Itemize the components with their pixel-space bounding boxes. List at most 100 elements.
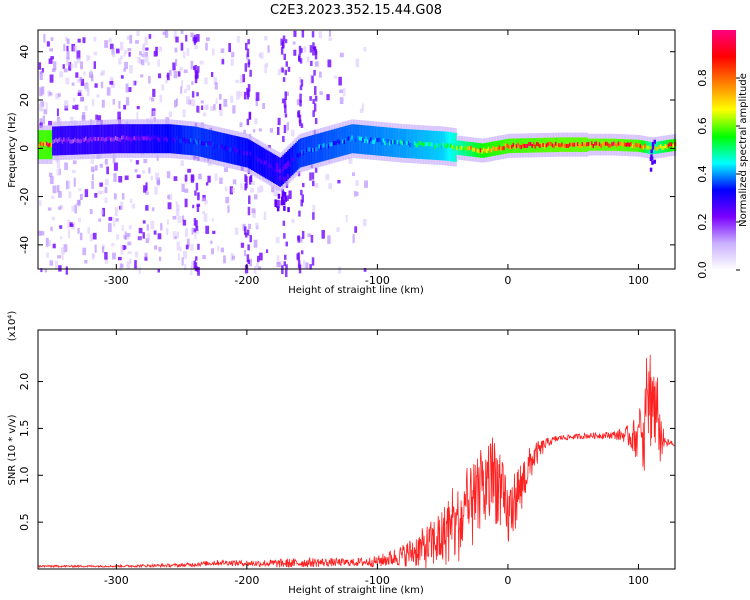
spectrogram-signal-core xyxy=(536,141,539,146)
spectrogram-noise-cell xyxy=(173,30,177,39)
spectrogram-signal-core xyxy=(545,143,548,148)
spectrogram-signal-core xyxy=(360,136,363,141)
spectrogram-noise-streak xyxy=(311,31,315,38)
spectrogram-noise-cell xyxy=(342,88,346,97)
spectrogram-noise-cell xyxy=(73,45,78,52)
spectrogram-noise-cell xyxy=(296,99,301,105)
spectrogram-y-ticks: -40 -20 0 20 40 xyxy=(18,45,675,254)
spectrogram-noise-cell xyxy=(210,106,214,112)
spectrogram-signal-core xyxy=(280,169,283,174)
colorbar: 0.0 0.2 0.4 0.6 0.8 Normalized spectral ampl… xyxy=(696,30,749,279)
spectrogram-noise-cell xyxy=(339,52,344,58)
spectrogram-noise-cell xyxy=(136,106,140,110)
spectrogram-signal-core xyxy=(334,141,337,146)
spectrogram-noise-cell xyxy=(133,80,137,86)
spectrogram-signal-core xyxy=(221,143,224,148)
spectrogram-noise-cell xyxy=(149,96,152,101)
spectrogram-signal-core xyxy=(456,146,459,151)
spectrogram-signal-core xyxy=(232,147,235,152)
spectrogram-noise-cell xyxy=(61,247,65,255)
spectrogram-signal-core xyxy=(653,145,656,150)
spectrogram-noise-streak xyxy=(311,75,314,84)
spectrogram-noise-cell xyxy=(77,92,82,96)
spectrogram-noise-cell xyxy=(164,30,169,38)
spectrogram-signal-core xyxy=(119,138,122,143)
spectrogram-noise-streak xyxy=(245,176,248,185)
spectrogram-signal-core xyxy=(233,146,236,151)
spectrogram-noise-cell xyxy=(49,260,54,266)
spectrogram-noise-cell xyxy=(354,226,358,233)
spectrogram-noise-streak xyxy=(302,183,305,188)
spectrogram-noise-cell xyxy=(356,191,359,197)
spectrogram-noise-cell xyxy=(172,231,176,240)
y-tick-label: 1.5 xyxy=(18,420,31,438)
spectrogram-noise-cell xyxy=(94,165,98,171)
spectrogram-noise-cell xyxy=(52,243,56,249)
spectrogram-signal-core xyxy=(459,146,462,151)
spectrogram-noise-cell xyxy=(259,252,263,261)
spectrogram-signal-core xyxy=(382,138,385,143)
spectrogram-signal xyxy=(38,119,677,213)
spectrogram-signal-core xyxy=(431,142,434,147)
spectrogram-signal-core xyxy=(448,143,451,148)
spectrogram-signal-core xyxy=(86,139,89,144)
spectrogram-signal-core xyxy=(277,169,280,173)
spectrogram-noise-cell xyxy=(181,257,184,266)
spectrogram-x-label: Height of straight line (km) xyxy=(288,285,424,296)
spectrogram-signal-core xyxy=(482,147,486,152)
spectrogram-signal-core xyxy=(487,146,490,151)
spectrogram-signal-core xyxy=(507,144,511,149)
spectrogram-signal-core xyxy=(313,147,316,152)
spectrogram-noise-cell xyxy=(276,199,280,208)
spectrogram-signal-core xyxy=(132,136,135,141)
spectrogram-noise-cell xyxy=(180,30,184,35)
spectrogram-signal-core xyxy=(49,142,52,147)
spectrogram-noise-cell xyxy=(39,71,43,75)
spectrogram-signal-core xyxy=(616,143,619,148)
spectrogram-signal-core xyxy=(497,147,500,152)
spectrogram-signal-core xyxy=(92,136,95,141)
spectrogram-noise-cell xyxy=(354,191,357,197)
spectrogram-signal-core xyxy=(356,137,359,142)
spectrogram-signal-core xyxy=(247,150,251,155)
spectrogram-signal-core xyxy=(55,137,58,142)
spectrogram-noise-cell xyxy=(68,62,72,71)
spectrogram-noise-cell xyxy=(352,234,355,244)
spectrogram-noise-cell xyxy=(124,245,127,250)
spectrogram-signal-core xyxy=(562,144,565,148)
spectrogram-noise-cell xyxy=(70,64,74,69)
spectrogram-signal-core xyxy=(83,138,86,143)
spectrogram-noise-cell xyxy=(94,244,97,253)
spectrogram-noise-cell xyxy=(65,266,68,275)
spectrogram-noise-cell xyxy=(363,268,367,272)
spectrogram-noise-cell xyxy=(177,71,181,77)
spectrogram-signal-core xyxy=(641,145,644,150)
spectrogram-noise-streak xyxy=(244,226,247,235)
spectrogram-noise-cell xyxy=(65,36,68,42)
spectrogram-signal-core xyxy=(53,139,56,144)
spectrogram-signal-core xyxy=(371,139,374,144)
spectrogram-signal-core xyxy=(670,142,673,147)
spectrogram-signal-core xyxy=(160,136,163,141)
spectrogram-noise-cell xyxy=(68,191,72,199)
spectrogram-noise-streak xyxy=(297,110,301,118)
spectrogram-noise-streak xyxy=(282,135,285,142)
spectrogram-noise-streak xyxy=(249,69,252,77)
spectrogram-noise-cell xyxy=(47,207,52,211)
spectrogram-noise-cell xyxy=(286,122,289,131)
spectrogram-signal-core xyxy=(290,159,293,164)
spectrogram-signal-core xyxy=(590,141,594,146)
spectrogram-signal-core xyxy=(200,141,204,146)
spectrogram-noise-cell xyxy=(70,116,74,124)
spectrogram-noise-cell xyxy=(72,97,76,102)
spectrogram-noise-cell xyxy=(121,193,125,200)
spectrogram-signal-core xyxy=(393,140,396,144)
spectrogram-signal-core xyxy=(235,149,238,154)
spectrogram-noise-cell xyxy=(71,82,75,86)
spectrogram-noise-cell xyxy=(104,40,109,48)
spectrogram-noise-cell xyxy=(38,62,42,70)
spectrogram-signal-core xyxy=(205,143,208,147)
spectrogram-signal-core xyxy=(130,137,133,142)
spectrogram-signal-core xyxy=(110,137,113,142)
spectrogram-noise-cell xyxy=(205,182,209,186)
